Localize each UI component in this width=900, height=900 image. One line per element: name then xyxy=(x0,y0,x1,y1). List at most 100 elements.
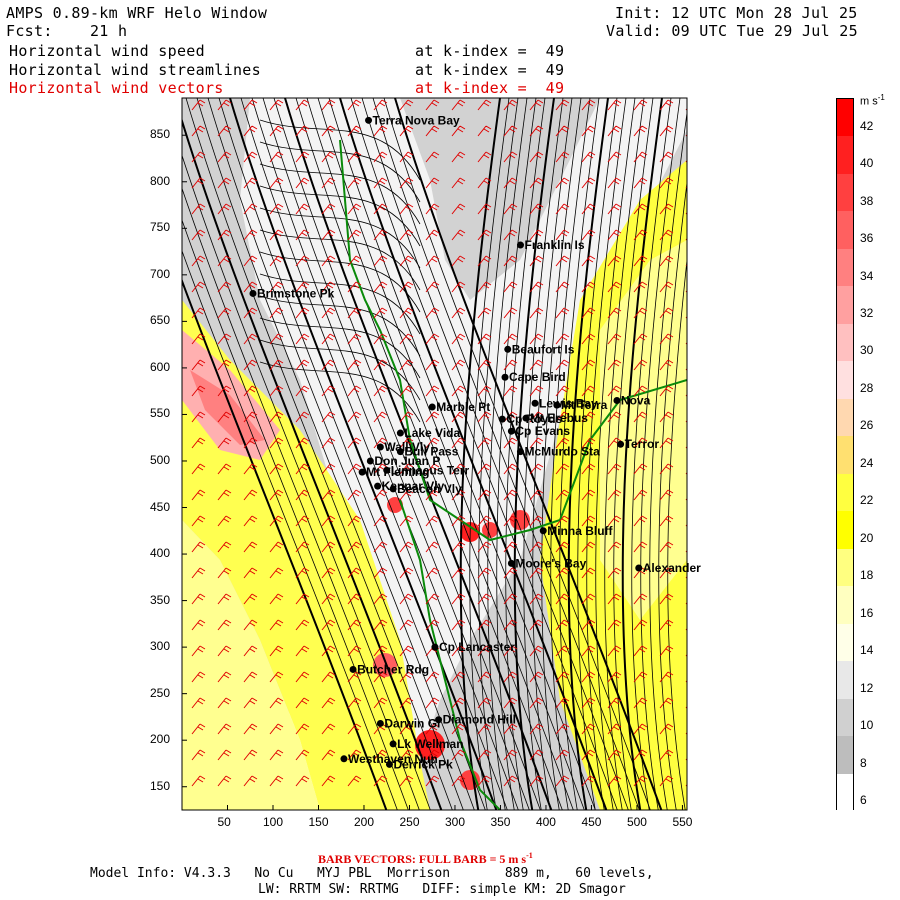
place-marker xyxy=(374,482,382,490)
place-label: Cp Lancaster xyxy=(439,640,515,654)
wind-barb xyxy=(269,281,284,293)
wind-barb xyxy=(555,333,570,345)
wind-barb xyxy=(217,723,232,735)
place-marker xyxy=(553,401,561,409)
wind-barb xyxy=(295,541,310,553)
wind-barb xyxy=(373,99,388,111)
streamline xyxy=(532,98,573,810)
wind-barb xyxy=(529,619,544,631)
wind-barb xyxy=(607,125,622,137)
axis-ticks xyxy=(182,134,683,810)
wind-barb xyxy=(321,437,336,449)
place-label: Terror xyxy=(625,437,660,451)
wind-barb xyxy=(321,723,336,735)
wind-barb xyxy=(321,593,336,605)
wind-barb xyxy=(295,359,310,371)
colorbar-swatch xyxy=(837,173,853,212)
x-tick-label: 550 xyxy=(672,815,693,829)
wind-barb xyxy=(191,437,206,449)
wind-barb xyxy=(607,281,622,293)
wind-barb xyxy=(607,697,622,709)
wind-barb xyxy=(451,775,466,787)
wind-barb xyxy=(451,463,466,475)
wind-barb xyxy=(529,359,544,371)
streamline xyxy=(372,98,640,810)
wind-barb xyxy=(243,593,258,605)
wind-barb xyxy=(607,359,622,371)
wind-barb xyxy=(399,411,414,423)
wind-barb xyxy=(347,203,362,215)
y-tick-label: 750 xyxy=(150,220,171,235)
place-marker xyxy=(617,440,625,448)
wind-barb xyxy=(503,177,518,189)
x-tick-label: 300 xyxy=(444,815,465,829)
wind-barb xyxy=(347,99,362,111)
wind-barb xyxy=(295,281,310,293)
wind-barb xyxy=(321,775,336,787)
wind-spot xyxy=(373,653,397,677)
wind-barb xyxy=(529,515,544,527)
wind-barb xyxy=(555,671,570,683)
wind-barb xyxy=(347,723,362,735)
wind-barb xyxy=(399,385,414,397)
wind-barb xyxy=(347,775,362,787)
wind-barb xyxy=(373,697,388,709)
streamline xyxy=(259,295,421,357)
wind-barb xyxy=(659,203,674,215)
colorbar-swatch xyxy=(837,736,853,774)
place-label: Brimstone Pk xyxy=(257,286,335,300)
wind-barb xyxy=(633,359,648,371)
wind-barb xyxy=(685,263,687,267)
streamline xyxy=(550,98,591,810)
wind-barb xyxy=(477,151,492,163)
colorbar-label: 6 xyxy=(860,793,867,808)
wind-barb xyxy=(243,255,258,267)
wind-barb xyxy=(451,645,466,657)
place-marker xyxy=(635,564,643,572)
wind-barb xyxy=(243,151,258,163)
wind-barb xyxy=(399,333,414,345)
wind-barb xyxy=(555,619,570,631)
wind-barb xyxy=(373,177,388,189)
colorbar-label: 24 xyxy=(860,455,874,470)
wind-barb xyxy=(685,653,687,657)
wind-barb xyxy=(347,515,362,527)
wind-barb xyxy=(581,437,596,449)
wind-barb xyxy=(425,749,440,761)
wind-barb xyxy=(295,697,310,709)
wind-barb xyxy=(425,723,440,735)
wind-barb xyxy=(347,359,362,371)
wind-barb xyxy=(477,541,492,553)
wind-barb xyxy=(477,749,492,761)
wind-barb xyxy=(321,567,336,579)
wind-barb xyxy=(399,671,414,683)
streamline xyxy=(667,256,687,810)
wind-barb xyxy=(503,593,518,605)
wind-barb xyxy=(217,151,232,163)
wind-barb xyxy=(555,203,570,215)
wind-barb xyxy=(477,385,492,397)
wind-barb xyxy=(633,463,648,475)
wind-barb xyxy=(373,775,388,787)
x-tick-label: 200 xyxy=(353,815,374,829)
wind-barb xyxy=(295,255,310,267)
colorbar-swatch xyxy=(837,511,853,549)
barb-legend: BARB VECTORS: FULL BARB = 5 m s-1 xyxy=(318,851,533,866)
wind-barb xyxy=(477,177,492,189)
wind-barb xyxy=(503,437,518,449)
wind-barb xyxy=(451,255,466,267)
wind-barb xyxy=(477,307,492,319)
wind-barb xyxy=(347,281,362,293)
wind-barb xyxy=(555,515,570,527)
wind-barb xyxy=(555,99,570,111)
wind-barb xyxy=(347,541,362,553)
wind-barb xyxy=(269,775,284,787)
wind-barb xyxy=(243,203,258,215)
wind-barb xyxy=(529,541,544,553)
wind-barb xyxy=(555,359,570,371)
wind-barb xyxy=(321,281,336,293)
wind-barb xyxy=(555,125,570,137)
wind-barb xyxy=(529,489,544,501)
wind-barb xyxy=(191,697,206,709)
wind-barb xyxy=(477,463,492,475)
